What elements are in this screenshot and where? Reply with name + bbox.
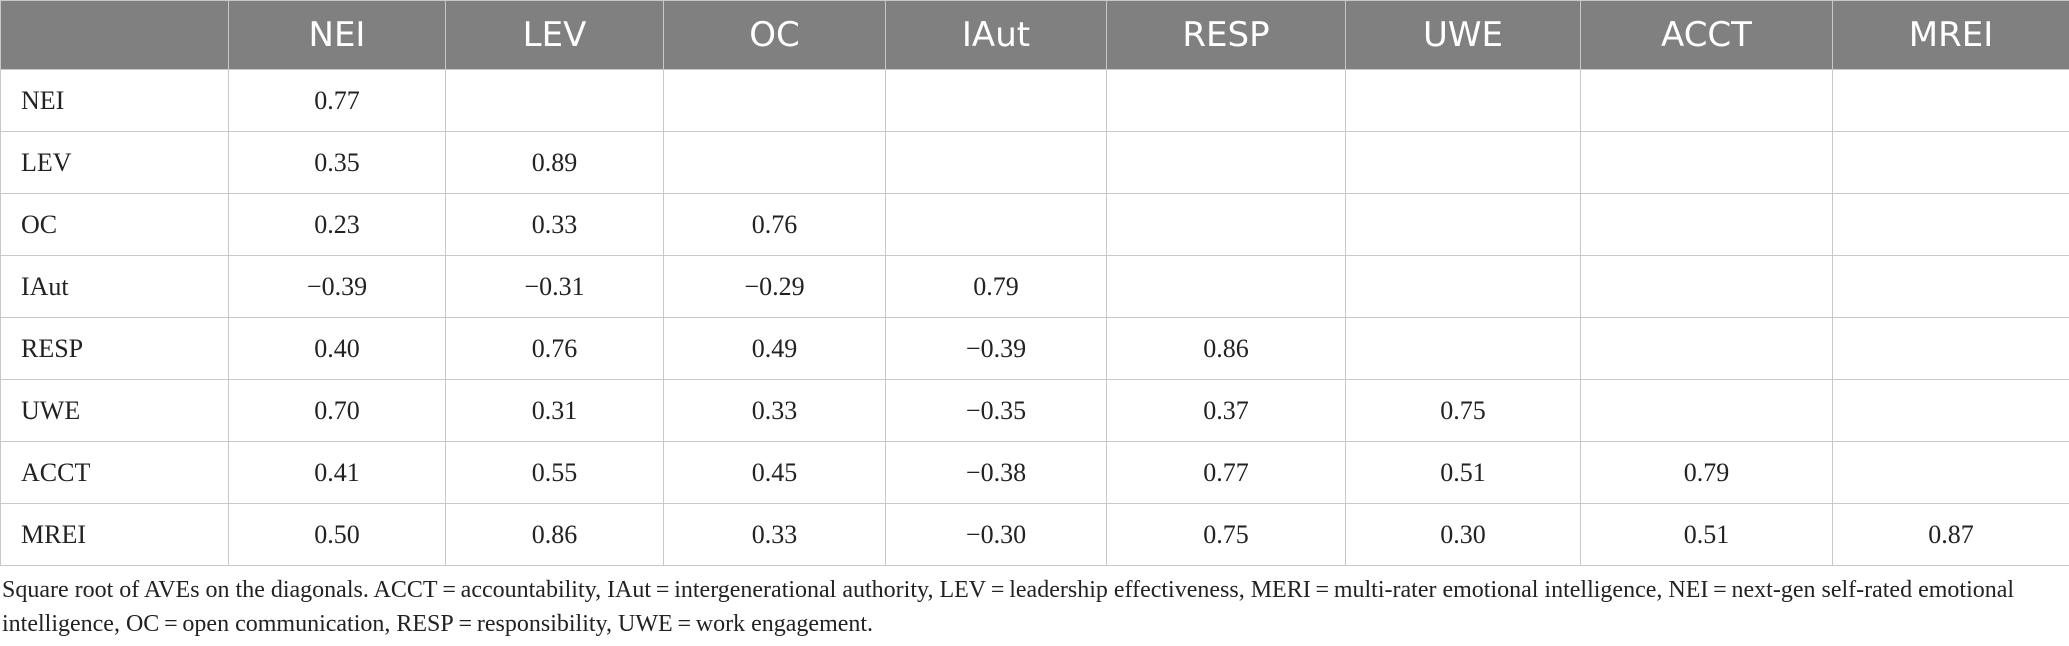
table-cell	[1580, 317, 1833, 380]
column-header: LEV	[445, 0, 664, 70]
table-cell	[1345, 131, 1581, 194]
table-cell: 0.33	[663, 379, 886, 442]
table-cell	[1345, 317, 1581, 380]
table-cell: 0.49	[663, 317, 886, 380]
table-row: MREI 0.50 0.86 0.33 −0.30 0.75 0.30 0.51 0.87	[0, 503, 2069, 566]
table-cell	[445, 69, 664, 132]
table-cell	[1832, 131, 2069, 194]
table-cell	[1106, 69, 1346, 132]
table-cell: 0.23	[228, 193, 446, 256]
row-label: UWE	[0, 379, 229, 442]
table-cell: −0.29	[663, 255, 886, 318]
column-header: ACCT	[1580, 0, 1833, 70]
table-cell: −0.35	[885, 379, 1107, 442]
table-row: NEI 0.77	[0, 69, 2069, 132]
table-cell	[1580, 379, 1833, 442]
table-cell: 0.33	[445, 193, 664, 256]
table-cell: 0.30	[1345, 503, 1581, 566]
table-cell: 0.51	[1580, 503, 1833, 566]
table-cell	[1832, 317, 2069, 380]
table-cell: 0.77	[228, 69, 446, 132]
table-cell: 0.33	[663, 503, 886, 566]
table-cell: 0.86	[1106, 317, 1346, 380]
table-body: NEI 0.77 LEV 0.35 0.89 OC 0.23 0.33 0.76 IAut −0.3…	[0, 69, 2069, 566]
table-cell: 0.87	[1832, 503, 2069, 566]
table-cell: 0.35	[228, 131, 446, 194]
column-header: MREI	[1832, 0, 2069, 70]
table-cell: −0.39	[885, 317, 1107, 380]
correlation-table: NEI LEV OC IAut RESP UWE ACCT MREI NEI 0.…	[0, 0, 2069, 566]
table-row: OC 0.23 0.33 0.76	[0, 193, 2069, 256]
table-cell	[663, 131, 886, 194]
table-cell: 0.76	[445, 317, 664, 380]
row-label: LEV	[0, 131, 229, 194]
row-label: ACCT	[0, 441, 229, 504]
table-cell	[663, 69, 886, 132]
table-cell: 0.40	[228, 317, 446, 380]
table-cell	[1580, 193, 1833, 256]
table-cell: 0.76	[663, 193, 886, 256]
column-header: IAut	[885, 0, 1107, 70]
table-cell: 0.86	[445, 503, 664, 566]
table-cell: 0.41	[228, 441, 446, 504]
table-cell: 0.51	[1345, 441, 1581, 504]
header-corner	[0, 0, 229, 70]
table-row: RESP 0.40 0.76 0.49 −0.39 0.86	[0, 317, 2069, 380]
table-cell: 0.45	[663, 441, 886, 504]
table-row: LEV 0.35 0.89	[0, 131, 2069, 194]
row-label: MREI	[0, 503, 229, 566]
table-cell: 0.37	[1106, 379, 1346, 442]
table-cell: 0.79	[1580, 441, 1833, 504]
table-cell: 0.75	[1345, 379, 1581, 442]
table-cell: −0.39	[228, 255, 446, 318]
table-cell: 0.89	[445, 131, 664, 194]
table-row: UWE 0.70 0.31 0.33 −0.35 0.37 0.75	[0, 379, 2069, 442]
table-cell: −0.38	[885, 441, 1107, 504]
table-cell	[885, 131, 1107, 194]
table-cell	[1832, 255, 2069, 318]
row-label: RESP	[0, 317, 229, 380]
table-cell	[1106, 255, 1346, 318]
table-cell: 0.31	[445, 379, 664, 442]
table-cell	[1832, 69, 2069, 132]
column-header: RESP	[1106, 0, 1346, 70]
table-cell: 0.55	[445, 441, 664, 504]
table-cell: 0.79	[885, 255, 1107, 318]
table-cell: 0.75	[1106, 503, 1346, 566]
table-cell	[1345, 193, 1581, 256]
table-cell	[885, 69, 1107, 132]
table-cell	[885, 193, 1107, 256]
table-cell	[1345, 69, 1581, 132]
table-cell	[1832, 193, 2069, 256]
table-row: IAut −0.39 −0.31 −0.29 0.79	[0, 255, 2069, 318]
table-footnote: Square root of AVEs on the diagonals. AC…	[2, 577, 2015, 637]
table-cell	[1580, 255, 1833, 318]
table-cell	[1345, 255, 1581, 318]
table-cell: 0.77	[1106, 441, 1346, 504]
table-cell: −0.31	[445, 255, 664, 318]
table-cell	[1106, 131, 1346, 194]
table-row: ACCT 0.41 0.55 0.45 −0.38 0.77 0.51 0.79	[0, 441, 2069, 504]
header-row: NEI LEV OC IAut RESP UWE ACCT MREI	[0, 0, 2069, 70]
column-header: UWE	[1345, 0, 1581, 70]
table-cell	[1580, 131, 1833, 194]
table-cell	[1580, 69, 1833, 132]
table-cell	[1832, 379, 2069, 442]
table-cell	[1832, 441, 2069, 504]
table-cell: 0.70	[228, 379, 446, 442]
table-cell: −0.30	[885, 503, 1107, 566]
column-header: NEI	[228, 0, 446, 70]
row-label: IAut	[0, 255, 229, 318]
column-header: OC	[663, 0, 886, 70]
table-cell: 0.50	[228, 503, 446, 566]
row-label: OC	[0, 193, 229, 256]
table-cell	[1106, 193, 1346, 256]
row-label: NEI	[0, 69, 229, 132]
